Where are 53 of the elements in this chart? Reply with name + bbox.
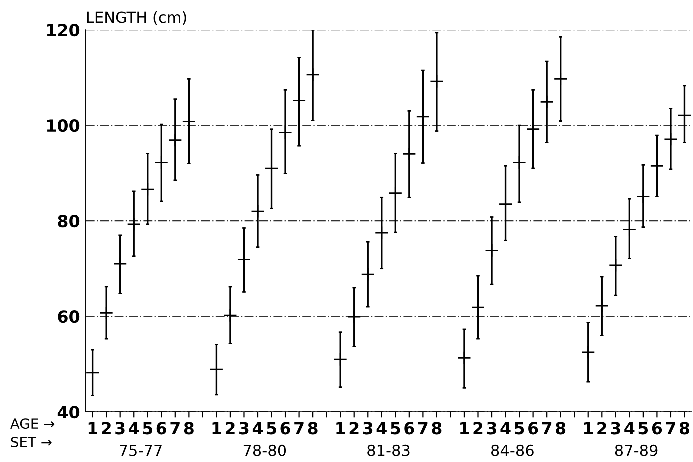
x-tick-label: 5 (143, 422, 153, 435)
x-tick-label: 8 (556, 422, 566, 435)
x-tick-label: 8 (308, 422, 318, 435)
y-tick-label: 60 (58, 310, 80, 324)
x-tick-label: 1 (88, 422, 98, 434)
x-tick-label: 1 (212, 422, 222, 434)
y-tick-label: 40 (58, 406, 80, 419)
x-tick-label: 2 (474, 422, 483, 434)
text: 75-77 (120, 445, 162, 456)
text: 78-80 (244, 444, 286, 456)
x-tick-label: 6 (280, 422, 290, 435)
text: 81-83 (368, 444, 410, 456)
x-tick-label: 4 (252, 422, 264, 434)
x-tick-label: 7 (666, 422, 676, 434)
y-tick-label: 80 (58, 215, 80, 228)
x-tick-label: 1 (584, 422, 594, 434)
x-tick-label: 3 (240, 422, 249, 435)
x-tick-label: 3 (487, 422, 496, 435)
x-tick-label: 5 (515, 422, 524, 435)
x-tick-label: 2 (102, 422, 111, 434)
x-tick-label: 4 (129, 422, 140, 434)
x-tick-label: 1 (336, 422, 346, 434)
x-tick-label: 2 (598, 422, 606, 434)
x-tick-label: 6 (528, 422, 538, 435)
x-tick-label: 2 (350, 422, 359, 434)
x-tick-label: 1 (460, 422, 470, 434)
x-tick-label: 5 (391, 422, 400, 435)
x-tick-label: 3 (363, 422, 373, 435)
x-tick-label: 8 (432, 422, 442, 435)
text: SET → (11, 437, 52, 448)
x-tick-label: 6 (404, 422, 414, 435)
text: 87-89 (615, 444, 658, 456)
text: AGE → (10, 418, 55, 430)
x-tick-label: 7 (294, 422, 304, 434)
x-tick-label: 7 (542, 422, 552, 434)
x-tick-label: 2 (226, 422, 235, 434)
x-tick-label: 5 (267, 422, 276, 435)
text: 84-86 (492, 444, 534, 456)
x-tick-label: 5 (638, 422, 648, 435)
x-tick-label: 7 (170, 422, 180, 434)
y-tick-label: 100 (47, 120, 80, 132)
x-tick-label: 6 (652, 422, 662, 435)
x-tick-label: 8 (184, 422, 194, 435)
x-tick-label: 3 (116, 422, 125, 435)
x-tick-label: 3 (611, 422, 620, 435)
x-tick-label: 4 (500, 422, 511, 434)
y-axis-title: LENGTH (cm) (87, 11, 186, 26)
x-tick-label: 4 (624, 422, 635, 434)
x-tick-label: 6 (156, 422, 167, 435)
x-tick-label: 4 (376, 422, 387, 434)
y-tick-label: 120 (47, 24, 80, 37)
x-tick-label: 8 (680, 422, 690, 435)
x-tick-label: 7 (418, 422, 428, 434)
